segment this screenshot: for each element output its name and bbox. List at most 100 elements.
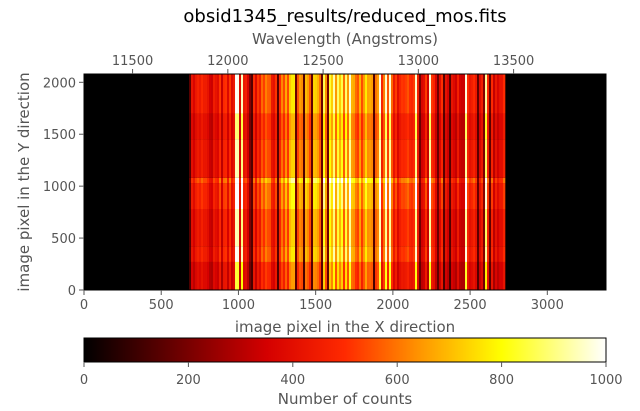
spectrum-cell <box>471 177 474 184</box>
spectrum-cell <box>293 209 296 247</box>
spectrum-cell <box>437 139 440 178</box>
spectrum-cell <box>387 209 390 247</box>
spectrum-cell <box>321 139 324 178</box>
spectrum-cell <box>273 261 276 290</box>
spectrum-cell <box>485 74 488 114</box>
spectrum-cell <box>365 113 368 140</box>
spectrum-cell <box>245 74 248 114</box>
spectrum-cell <box>265 177 268 184</box>
spectrum-cell <box>465 113 468 140</box>
spectrum-cell <box>441 261 444 290</box>
wavelength-tick-label: 13000 <box>398 54 439 69</box>
y-tick-label: 500 <box>51 232 76 247</box>
spectrum-cell <box>497 246 500 262</box>
spectrum-cell <box>363 209 366 247</box>
spectrum-cell <box>405 209 408 247</box>
spectrum-cell <box>267 113 270 140</box>
spectrum-cell <box>501 113 504 140</box>
spectrum-cell <box>483 261 486 290</box>
spectrum-cell <box>225 246 228 262</box>
spectrum-cell <box>333 113 336 140</box>
spectrum-cell <box>487 209 490 247</box>
spectrum-cell <box>451 139 454 178</box>
wavelength-axis: 11500 12000 12500 13000 13500 <box>112 54 534 74</box>
spectrum-cell <box>325 177 328 184</box>
spectrum-cell <box>469 209 472 247</box>
spectrum-cell <box>467 183 470 209</box>
spectrum-cell <box>243 74 246 114</box>
spectrum-cell <box>397 209 400 247</box>
spectrum-cell <box>257 261 260 290</box>
spectrum-cell <box>223 209 226 247</box>
colorbar-tick-label: 400 <box>280 373 305 388</box>
spectrum-cell <box>465 177 468 184</box>
spectrum-cell <box>277 74 280 114</box>
spectrum-cell <box>341 177 344 184</box>
spectrum-cell <box>249 74 252 114</box>
spectrum-cell <box>315 261 318 290</box>
spectrum-cell <box>497 177 500 184</box>
spectrum-cell <box>487 183 490 209</box>
spectrum-cell <box>349 74 352 114</box>
spectrum-cell <box>195 74 198 114</box>
spectrum-cell <box>463 246 466 262</box>
spectrum-cell <box>277 183 280 209</box>
spectrum-cell <box>439 261 442 290</box>
spectrum-cell <box>199 246 202 262</box>
spectrum-cell <box>383 74 386 114</box>
spectrum-cell <box>379 74 382 114</box>
spectrum-cell <box>305 246 308 262</box>
spectrum-cell <box>423 261 426 290</box>
spectrum-cell <box>447 183 450 209</box>
spectrum-cell <box>191 74 194 114</box>
spectrum-cell <box>473 246 476 262</box>
spectrum-cell <box>301 113 304 140</box>
spectrum-cell <box>361 74 364 114</box>
spectrum-cell <box>409 177 412 184</box>
spectrum-cell <box>221 246 224 262</box>
spectrum-cell <box>305 177 308 184</box>
spectrum-cell <box>325 261 328 290</box>
spectrum-cell <box>209 246 212 262</box>
spectrum-cell <box>469 177 472 184</box>
spectrum-cell <box>347 209 350 247</box>
spectrum-cell <box>461 246 464 262</box>
spectrum-cell <box>433 261 436 290</box>
spectrum-cell <box>303 183 306 209</box>
spectrum-cell <box>211 261 214 290</box>
spectrum-cell <box>313 183 316 209</box>
spectrum-cell <box>239 209 242 247</box>
spectrum-cell <box>277 261 280 290</box>
spectrum-cell <box>403 139 406 178</box>
spectrum-cell <box>189 261 192 290</box>
spectrum-cell <box>403 74 406 114</box>
spectrum-cell <box>429 209 432 247</box>
spectrum-cell <box>395 246 398 262</box>
spectrum-cell <box>251 74 254 114</box>
spectrum-cell <box>469 74 472 114</box>
spectrum-cell <box>349 183 352 209</box>
spectrum-cell <box>307 74 310 114</box>
spectrum-cell <box>283 177 286 184</box>
spectrum-cell <box>209 261 212 290</box>
spectrum-cell <box>453 183 456 209</box>
spectrum-cell <box>499 74 502 114</box>
spectrum-cell <box>399 139 402 178</box>
spectrum-cell <box>285 139 288 178</box>
spectrum-cell <box>459 139 462 178</box>
spectrum-cell <box>355 209 358 247</box>
spectrum-cell <box>369 113 372 140</box>
spectrum-cell <box>235 74 238 114</box>
spectrum-cell <box>203 113 206 140</box>
spectrum-cell <box>239 261 242 290</box>
spectrum-cell <box>367 261 370 290</box>
spectrum-cell <box>267 139 270 178</box>
spectrum-cell <box>295 177 298 184</box>
spectrum-cell <box>453 177 456 184</box>
spectrum-cell <box>441 177 444 184</box>
spectrum-cell <box>313 177 316 184</box>
spectrum-cell <box>451 183 454 209</box>
spectrum-cell <box>421 246 424 262</box>
spectrum-cell <box>335 177 338 184</box>
spectrum-cell <box>297 177 300 184</box>
